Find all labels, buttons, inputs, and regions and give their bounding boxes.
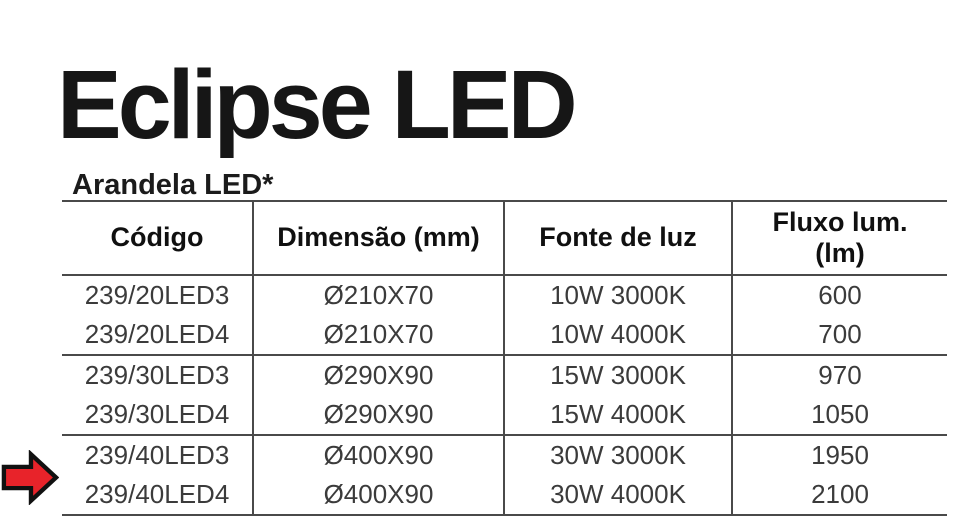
cell-codigo: 239/40LED3	[62, 436, 254, 475]
cell-fluxo: 600	[818, 280, 862, 310]
cell-codigo: 239/20LED3	[62, 276, 254, 315]
header-cell-codigo: Código	[62, 202, 254, 274]
page-subtitle: Arandela LED*	[72, 169, 274, 202]
table-header-row: Código Dimensão (mm) Fonte de luz Fluxo …	[62, 202, 947, 276]
cell-fluxo: 1050	[811, 399, 869, 429]
cell-fluxo: 1950	[811, 440, 869, 470]
cell-dimensao: Ø210X70	[254, 276, 505, 315]
header-cell-fluxo: Fluxo lum. (lm)	[733, 202, 947, 274]
header-label: Dimensão (mm)	[277, 222, 480, 253]
cell-codigo: 239/30LED4	[62, 395, 254, 434]
cell-codigo: 239/30LED3	[62, 356, 254, 395]
cell-dimensao: Ø290X90	[254, 395, 505, 434]
header-label: Código	[110, 222, 204, 253]
cell-dimensao: Ø400X90	[254, 436, 505, 475]
table-row: 239/30LED3 Ø290X90 15W 3000K 970	[62, 354, 947, 395]
cell-codigo: 239/20LED4	[62, 315, 254, 354]
header-sublabel: (lm)	[815, 238, 865, 268]
table-row: 239/40LED3 Ø400X90 30W 3000K 1950	[62, 434, 947, 475]
cell-dimensao: Ø210X70	[254, 315, 505, 354]
cell-fluxo: 700	[818, 319, 862, 349]
cell-fonte: 15W 4000K	[505, 395, 733, 434]
table-row: 239/20LED3 Ø210X70 10W 3000K 600	[62, 276, 947, 315]
header-cell-fonte: Fonte de luz	[505, 202, 733, 274]
header-cell-dimensao: Dimensão (mm)	[254, 202, 505, 274]
cell-fonte: 10W 3000K	[505, 276, 733, 315]
header-label: Fonte de luz	[539, 222, 697, 253]
cell-fonte: 10W 4000K	[505, 315, 733, 354]
cell-fonte: 15W 3000K	[505, 356, 733, 395]
table-row: 239/30LED4 Ø290X90 15W 4000K 1050	[62, 395, 947, 434]
cell-fonte: 30W 4000K	[505, 475, 733, 514]
table-row: 239/20LED4 Ø210X70 10W 4000K 700	[62, 315, 947, 354]
page-title: Eclipse LED	[57, 49, 578, 159]
cell-fluxo: 2100	[811, 479, 869, 509]
table-row: 239/40LED4 Ø400X90 30W 4000K 2100	[62, 475, 947, 514]
spec-table: Código Dimensão (mm) Fonte de luz Fluxo …	[62, 200, 947, 516]
red-arrow-right-icon	[1, 450, 59, 505]
cell-dimensao: Ø400X90	[254, 475, 505, 514]
cell-dimensao: Ø290X90	[254, 356, 505, 395]
cell-fluxo: 970	[818, 360, 862, 390]
cell-fonte: 30W 3000K	[505, 436, 733, 475]
cell-codigo: 239/40LED4	[62, 475, 254, 514]
header-label: Fluxo lum.	[772, 206, 908, 237]
